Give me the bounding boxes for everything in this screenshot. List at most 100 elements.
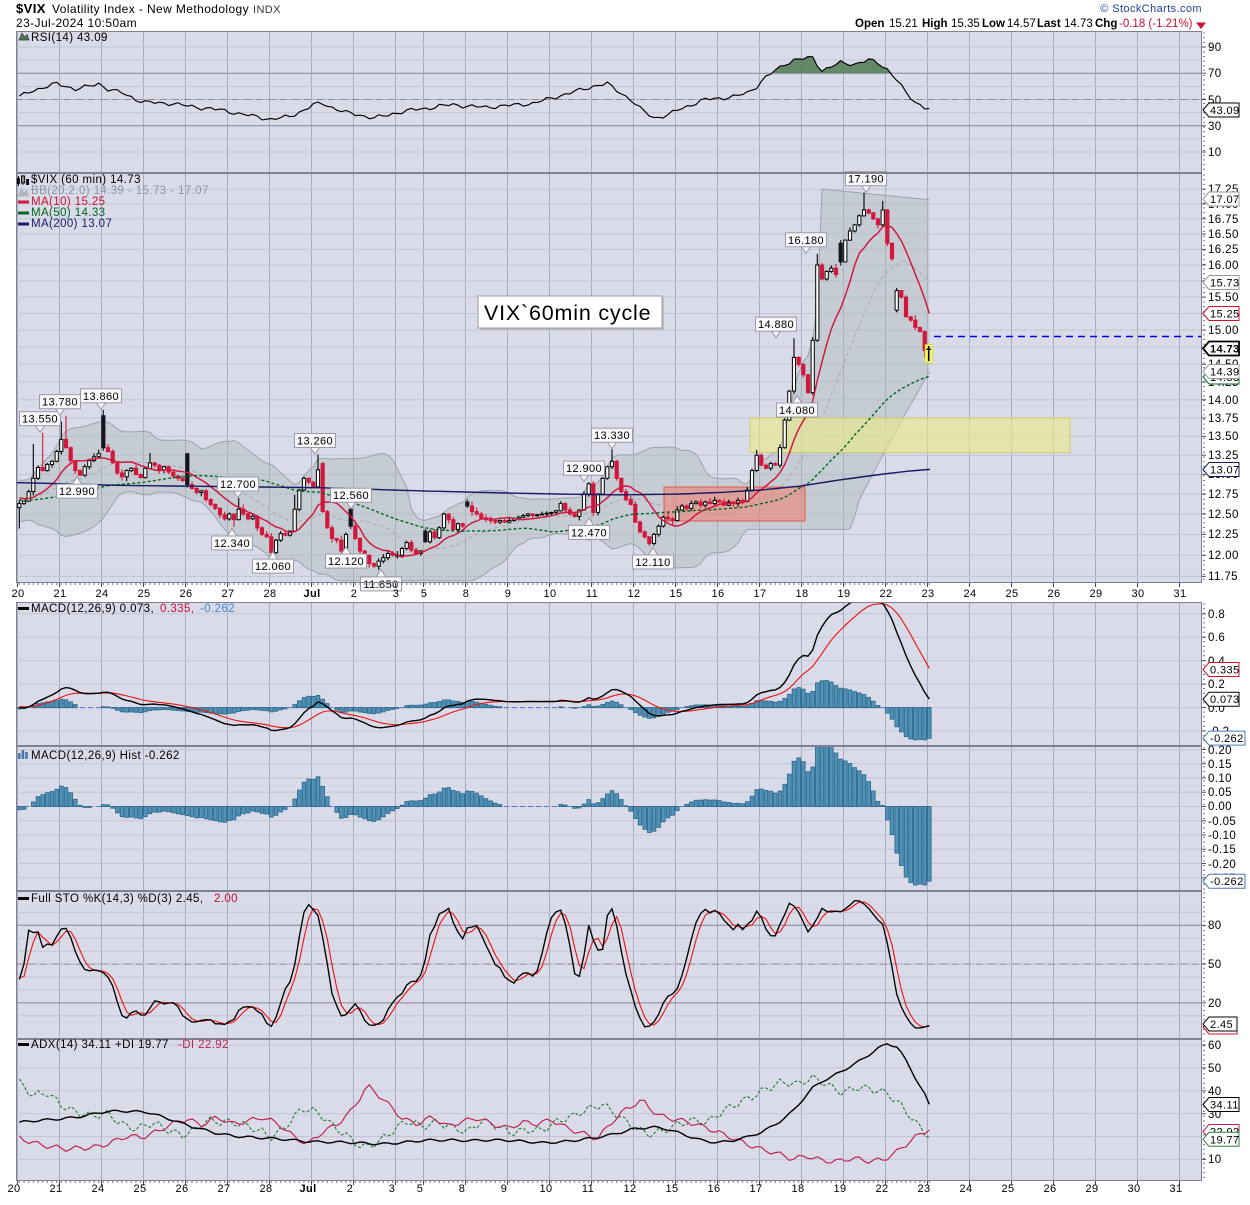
svg-text:12: 12 (627, 588, 640, 600)
svg-text:11: 11 (586, 588, 598, 600)
svg-text:BB(20,2.0) 14.39 - 15.73 - 17.: BB(20,2.0) 14.39 - 15.73 - 17.07 (31, 185, 209, 197)
svg-text:-0.262: -0.262 (1210, 733, 1244, 745)
svg-text:8: 8 (463, 588, 470, 600)
svg-text:24: 24 (91, 1183, 104, 1195)
svg-text:15.00: 15.00 (1208, 325, 1239, 337)
svg-text:17: 17 (749, 1183, 762, 1195)
svg-text:12.00: 12.00 (1208, 550, 1239, 562)
svg-text:21: 21 (53, 588, 66, 600)
svg-text:ADX(14) 34.11 +DI 19.77: ADX(14) 34.11 +DI 19.77 (31, 1039, 169, 1051)
svg-text:20: 20 (11, 588, 24, 600)
svg-text:9: 9 (505, 588, 512, 600)
svg-text:34.11: 34.11 (1210, 1100, 1239, 1112)
svg-text:0.335,: 0.335, (160, 603, 194, 615)
svg-text:$VIX: $VIX (16, 1, 46, 16)
svg-text:2.00: 2.00 (214, 893, 238, 905)
svg-text:Open: Open (855, 18, 884, 30)
svg-text:19: 19 (837, 588, 850, 600)
svg-text:12.700: 12.700 (220, 479, 256, 491)
svg-text:15: 15 (669, 588, 682, 600)
svg-text:MACD(12,26,9) Hist -0.262: MACD(12,26,9) Hist -0.262 (31, 750, 180, 762)
svg-text:14.73: 14.73 (1064, 18, 1093, 30)
svg-text:27: 27 (217, 1183, 230, 1195)
svg-text:MA(50) 14.33: MA(50) 14.33 (31, 207, 105, 219)
svg-text:16.00: 16.00 (1208, 260, 1239, 272)
svg-text:16: 16 (711, 588, 724, 600)
svg-text:15.50: 15.50 (1208, 292, 1239, 304)
svg-text:16.50: 16.50 (1208, 229, 1239, 241)
svg-text:0.15: 0.15 (1208, 759, 1232, 771)
svg-text:29: 29 (1085, 1183, 1098, 1195)
svg-text:24: 24 (95, 588, 108, 600)
svg-text:50: 50 (1208, 1063, 1222, 1075)
svg-text:12.120: 12.120 (328, 556, 364, 568)
svg-text:11.75: 11.75 (1208, 571, 1238, 583)
svg-text:26: 26 (1043, 1183, 1056, 1195)
svg-text:12.340: 12.340 (214, 538, 250, 550)
svg-text:© StockCharts.com: © StockCharts.com (1100, 3, 1202, 15)
svg-text:13.50: 13.50 (1208, 431, 1239, 443)
svg-text:50: 50 (1208, 959, 1222, 971)
svg-text:High: High (922, 18, 948, 30)
svg-text:10: 10 (543, 588, 556, 600)
svg-text:0.00: 0.00 (1208, 801, 1232, 813)
svg-text:17.07: 17.07 (1210, 194, 1240, 206)
svg-text:12.990: 12.990 (59, 486, 95, 498)
svg-text:14.39: 14.39 (1210, 367, 1240, 379)
svg-text:0.073: 0.073 (1210, 694, 1240, 706)
svg-text:13.07: 13.07 (1210, 465, 1240, 477)
svg-text:12.75: 12.75 (1208, 489, 1239, 501)
svg-text:19.77: 19.77 (1210, 1134, 1240, 1146)
svg-text:12.900: 12.900 (566, 463, 602, 475)
svg-text:30: 30 (1127, 1183, 1140, 1195)
svg-text:23-Jul-2024 10:50am: 23-Jul-2024 10:50am (16, 16, 137, 30)
svg-text:26: 26 (1047, 588, 1060, 600)
svg-text:16: 16 (707, 1183, 720, 1195)
svg-text:-0.262: -0.262 (200, 603, 235, 615)
svg-text:2: 2 (347, 1183, 354, 1195)
svg-text:25: 25 (137, 588, 150, 600)
svg-text:12: 12 (623, 1183, 636, 1195)
svg-text:Volatility Index - New Methodo: Volatility Index - New Methodology (52, 2, 249, 16)
svg-text:0.20: 0.20 (1208, 745, 1232, 757)
svg-text:0.8: 0.8 (1208, 609, 1225, 621)
svg-text:60: 60 (1208, 1040, 1222, 1052)
svg-text:22: 22 (879, 588, 892, 600)
svg-text:30: 30 (1131, 588, 1144, 600)
svg-text:16.25: 16.25 (1208, 244, 1239, 256)
svg-text:13.260: 13.260 (297, 436, 333, 448)
svg-text:5: 5 (417, 1183, 424, 1195)
svg-text:14.880: 14.880 (758, 319, 794, 331)
svg-text:29: 29 (1089, 588, 1102, 600)
svg-text:0.10: 0.10 (1208, 773, 1232, 785)
svg-text:-DI 22.92: -DI 22.92 (178, 1039, 229, 1051)
svg-text:14.080: 14.080 (779, 405, 815, 417)
svg-text:16.180: 16.180 (788, 235, 824, 247)
svg-text:0.335: 0.335 (1210, 665, 1240, 677)
svg-text:13.550: 13.550 (22, 414, 58, 426)
svg-text:10: 10 (1208, 1154, 1222, 1166)
svg-text:13.860: 13.860 (83, 391, 119, 403)
svg-text:12.25: 12.25 (1208, 529, 1239, 541)
svg-text:11.850: 11.850 (363, 579, 398, 591)
svg-text:12.470: 12.470 (571, 527, 607, 539)
svg-text:15.21: 15.21 (889, 18, 918, 30)
svg-text:14.57: 14.57 (1007, 18, 1036, 30)
svg-text:15.73: 15.73 (1210, 278, 1240, 290)
svg-text:14.00: 14.00 (1208, 395, 1239, 407)
svg-text:25: 25 (1005, 588, 1018, 600)
svg-text:12.060: 12.060 (255, 561, 291, 573)
svg-text:-0.10: -0.10 (1208, 830, 1236, 842)
svg-text:90: 90 (1208, 42, 1222, 54)
svg-text:27: 27 (221, 588, 234, 600)
svg-text:13.75: 13.75 (1208, 413, 1239, 425)
svg-text:10: 10 (539, 1183, 552, 1195)
svg-text:24: 24 (963, 588, 976, 600)
svg-text:23: 23 (917, 1183, 930, 1195)
svg-text:12.560: 12.560 (333, 490, 369, 502)
svg-text:14.73: 14.73 (1210, 344, 1240, 356)
svg-text:MA(10) 15.25: MA(10) 15.25 (31, 196, 105, 208)
svg-text:16.75: 16.75 (1208, 214, 1239, 226)
svg-text:17: 17 (753, 588, 766, 600)
svg-text:20: 20 (1208, 998, 1222, 1010)
